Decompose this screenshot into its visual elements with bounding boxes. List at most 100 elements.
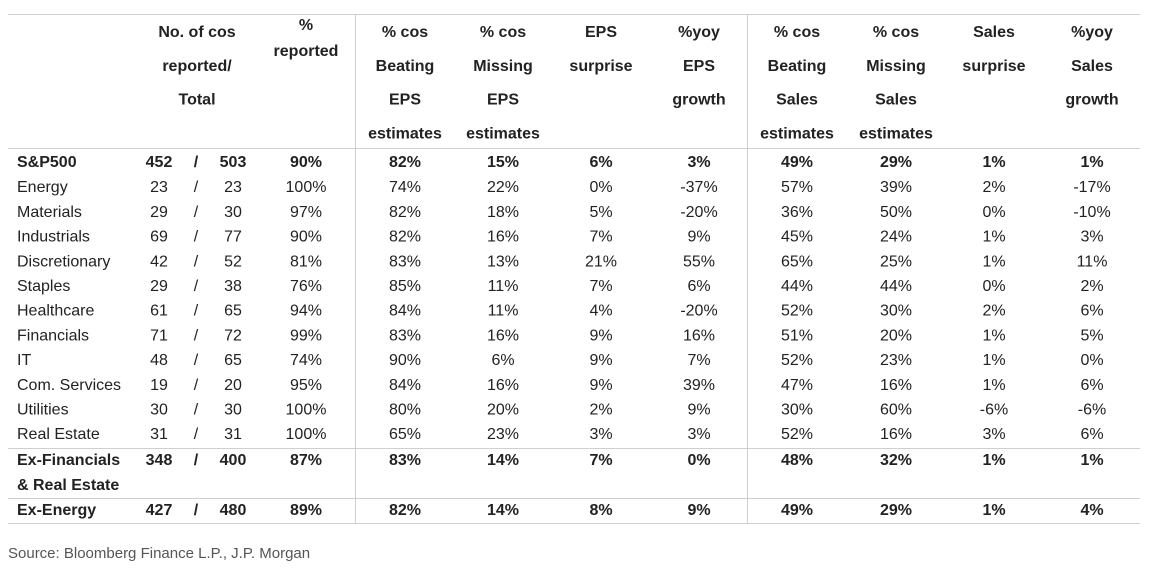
cell: 77	[224, 229, 242, 246]
cell: 52	[224, 253, 242, 270]
column-header: Missing	[866, 58, 926, 75]
cell: 6%	[589, 154, 612, 171]
cell: 52%	[781, 303, 813, 320]
cell: 5%	[1080, 327, 1103, 344]
cell: 18%	[487, 204, 519, 221]
column-header: EPS	[683, 58, 715, 75]
column-header: estimates	[760, 125, 834, 142]
row-label: Utilities	[17, 402, 69, 419]
cell: 61	[150, 303, 168, 320]
column-header: % cos	[873, 24, 919, 41]
column-header: Sales	[973, 24, 1015, 41]
cell: 2%	[982, 303, 1005, 320]
cell: /	[194, 278, 199, 295]
cell: 100%	[286, 426, 327, 443]
column-header: % cos	[480, 24, 526, 41]
cell: 24%	[880, 229, 912, 246]
cell: 6%	[1080, 426, 1103, 443]
column-header: surprise	[569, 58, 632, 75]
cell: 45%	[781, 229, 813, 246]
cell: 20	[224, 377, 242, 394]
cell: 13%	[487, 253, 519, 270]
cell: 55%	[683, 253, 715, 270]
cell: 52%	[781, 352, 813, 369]
cell: 19	[150, 377, 168, 394]
cell: 29	[150, 278, 168, 295]
column-header: growth	[672, 92, 725, 109]
cell: 30	[224, 402, 242, 419]
cell: 87%	[290, 452, 322, 469]
cell: 7%	[687, 352, 710, 369]
cell: /	[194, 253, 199, 270]
cell: 71	[150, 327, 168, 344]
cell: 44%	[880, 278, 912, 295]
cell: 99%	[290, 327, 322, 344]
cell: /	[194, 402, 199, 419]
cell: 1%	[1080, 452, 1103, 469]
cell: 427	[146, 502, 173, 519]
column-header: reported	[274, 43, 339, 60]
cell: 11%	[488, 303, 519, 320]
column-header: %yoy	[1071, 24, 1113, 41]
row-label: IT	[17, 352, 31, 369]
cell: 0%	[687, 452, 710, 469]
cell: 0%	[1080, 352, 1103, 369]
cell: 16%	[487, 377, 519, 394]
row-label: Industrials	[17, 229, 90, 246]
cell: 4%	[589, 303, 612, 320]
cell: 8%	[589, 502, 612, 519]
cell: 97%	[290, 204, 322, 221]
cell: 3%	[589, 426, 612, 443]
cell: 72	[224, 327, 242, 344]
cell: 6%	[1080, 377, 1103, 394]
cell: 6%	[687, 278, 710, 295]
cell: 1%	[982, 502, 1005, 519]
cell: 20%	[487, 402, 519, 419]
cell: 7%	[589, 229, 612, 246]
cell: 49%	[781, 502, 813, 519]
cell: 83%	[389, 253, 421, 270]
cell: 50%	[880, 204, 912, 221]
cell: 20%	[880, 327, 912, 344]
cell: 3%	[687, 426, 710, 443]
column-header: Missing	[473, 58, 533, 75]
cell: 9%	[687, 502, 710, 519]
cell: 83%	[389, 452, 421, 469]
cell: 65	[224, 352, 242, 369]
cell: -20%	[680, 204, 717, 221]
row-label: Com. Services	[17, 377, 121, 394]
row-label: Staples	[17, 278, 70, 295]
row-label: Ex-Financials	[17, 452, 120, 469]
column-header: EPS	[487, 92, 519, 109]
cell: 30	[150, 402, 168, 419]
cell: 6%	[1080, 303, 1103, 320]
column-header: estimates	[859, 125, 933, 142]
cell: 25%	[880, 253, 912, 270]
cell: 100%	[286, 402, 327, 419]
column-header: estimates	[368, 125, 442, 142]
cell: 9%	[687, 402, 710, 419]
row-label: Discretionary	[17, 253, 110, 270]
cell: 6%	[491, 352, 514, 369]
cell: 1%	[982, 253, 1005, 270]
cell: -20%	[680, 303, 717, 320]
cell: 80%	[389, 402, 421, 419]
cell: 16%	[487, 229, 519, 246]
column-header: Beating	[376, 58, 435, 75]
cell: /	[194, 154, 199, 171]
cell: 42	[150, 253, 168, 270]
cell: 100%	[286, 179, 327, 196]
cell: 11%	[488, 278, 519, 295]
row-label: Financials	[17, 327, 89, 344]
cell: 90%	[290, 229, 322, 246]
cell: 48	[150, 352, 168, 369]
column-header: Sales	[875, 92, 917, 109]
cell: 16%	[880, 377, 912, 394]
cell: 31	[224, 426, 242, 443]
cell: 1%	[982, 352, 1005, 369]
cell: 57%	[781, 179, 813, 196]
column-header: Beating	[768, 58, 827, 75]
cell: 4%	[1080, 502, 1103, 519]
cell: /	[194, 204, 199, 221]
cell: 89%	[290, 502, 322, 519]
